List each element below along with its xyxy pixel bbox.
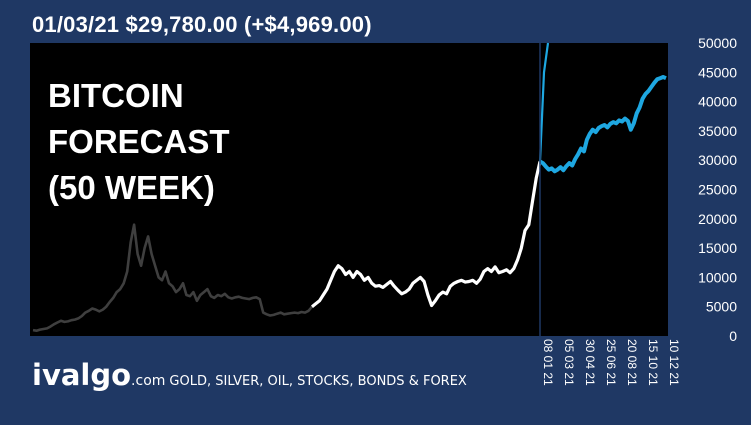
- y-tick-label: 30000: [698, 152, 737, 168]
- y-tick-label: 40000: [698, 94, 737, 110]
- y-tick-label: 5000: [706, 299, 737, 315]
- y-tick-label: 25000: [698, 182, 737, 198]
- y-tick-label: 45000: [698, 64, 737, 80]
- series-line-forecast: [539, 75, 667, 174]
- series-line-history-recent: [311, 161, 542, 308]
- chart-title-line-2: FORECAST: [48, 123, 230, 160]
- price-header: 01/03/21 $29,780.00 (+$4,969.00): [32, 12, 372, 37]
- series-line-history-old: [32, 223, 313, 333]
- y-tick-label: 35000: [698, 123, 737, 139]
- y-tick-label: 10000: [698, 269, 737, 285]
- brand-footer: ivalgo.com GOLD, SILVER, OIL, STOCKS, BON…: [32, 358, 467, 392]
- y-tick-label: 0: [729, 328, 737, 344]
- chart-title-line-1: BITCOIN: [48, 77, 184, 114]
- x-tick-label: 10 12 21: [667, 339, 681, 386]
- y-tick-label: 15000: [698, 240, 737, 256]
- x-tick-label: 30 04 21: [583, 339, 597, 386]
- x-tick-label: 08 01 21: [541, 339, 555, 386]
- x-tick-label: 05 03 21: [562, 339, 576, 386]
- x-tick-label: 25 06 21: [604, 339, 618, 386]
- x-tick-label: 20 08 21: [625, 339, 639, 386]
- tick-layer: 5000045000400003500030000250002000015000…: [541, 35, 737, 386]
- x-tick-label: 15 10 21: [646, 339, 660, 386]
- brand-logo[interactable]: ivalgo: [32, 358, 132, 392]
- y-tick-label: 20000: [698, 211, 737, 227]
- brand-tagline: GOLD, SILVER, OIL, STOCKS, BONDS & FOREX: [169, 374, 467, 389]
- y-tick-label: 50000: [698, 35, 737, 51]
- brand-tld: .com: [131, 373, 166, 389]
- plot-area: [30, 43, 668, 336]
- chart-title-line-3: (50 WEEK): [48, 169, 215, 206]
- series-line-forecast-jump: [538, 42, 550, 162]
- series-layer: [32, 42, 667, 336]
